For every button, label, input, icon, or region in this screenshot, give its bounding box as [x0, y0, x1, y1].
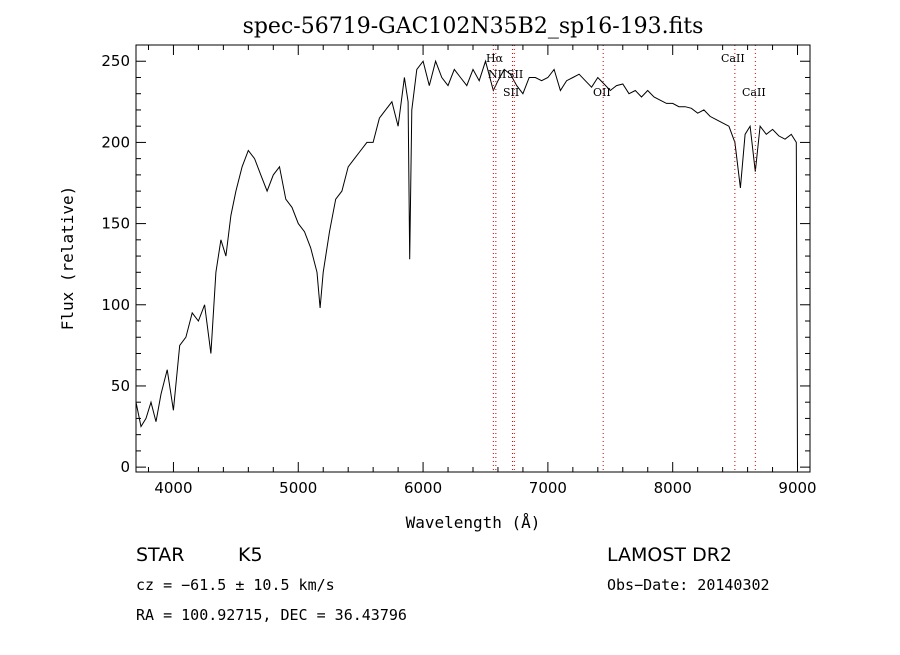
line-label-halpha: Hα [486, 52, 504, 65]
x-tick-label: 9000 [778, 479, 816, 497]
x-tick-label: 5000 [279, 479, 317, 497]
y-axis-label: Flux (relative) [58, 186, 77, 331]
y-tick-label: 0 [120, 458, 130, 476]
y-tick-label: 150 [101, 215, 130, 233]
y-tick-label: 100 [101, 296, 130, 314]
object-class: STAR [136, 544, 184, 566]
line-label-sii-lower: SII [503, 86, 519, 99]
x-tick-label: 8000 [654, 479, 692, 497]
x-tick-label: 7000 [529, 479, 567, 497]
x-tick-label: 6000 [404, 479, 442, 497]
x-tick-label: 4000 [154, 479, 192, 497]
y-tick-label: 250 [101, 52, 130, 70]
spectrum-line [135, 59, 798, 468]
y-tick-label: 50 [111, 377, 130, 395]
observation-date: Obs−Date: 20140302 [607, 576, 770, 594]
x-axis-label: Wavelength (Å) [406, 513, 541, 532]
redshift-velocity: cz = −61.5 ± 10.5 km/s [136, 576, 335, 594]
object-subclass: K5 [238, 544, 263, 566]
y-tick-label: 200 [101, 133, 130, 151]
line-label-caii-a: CaII [721, 52, 745, 65]
line-label-caii-b: CaII [742, 86, 766, 99]
chart-title: spec-56719-GAC102N35B2_sp16-193.fits [243, 14, 704, 39]
line-label-sii-upper: SII [507, 68, 523, 81]
line-label-oii: OII [593, 86, 611, 99]
plot-frame [135, 44, 811, 473]
line-label-nii: NII [488, 68, 506, 81]
sky-coordinates: RA = 100.92715, DEC = 36.43796 [136, 606, 407, 624]
survey-name: LAMOST DR2 [607, 544, 732, 566]
